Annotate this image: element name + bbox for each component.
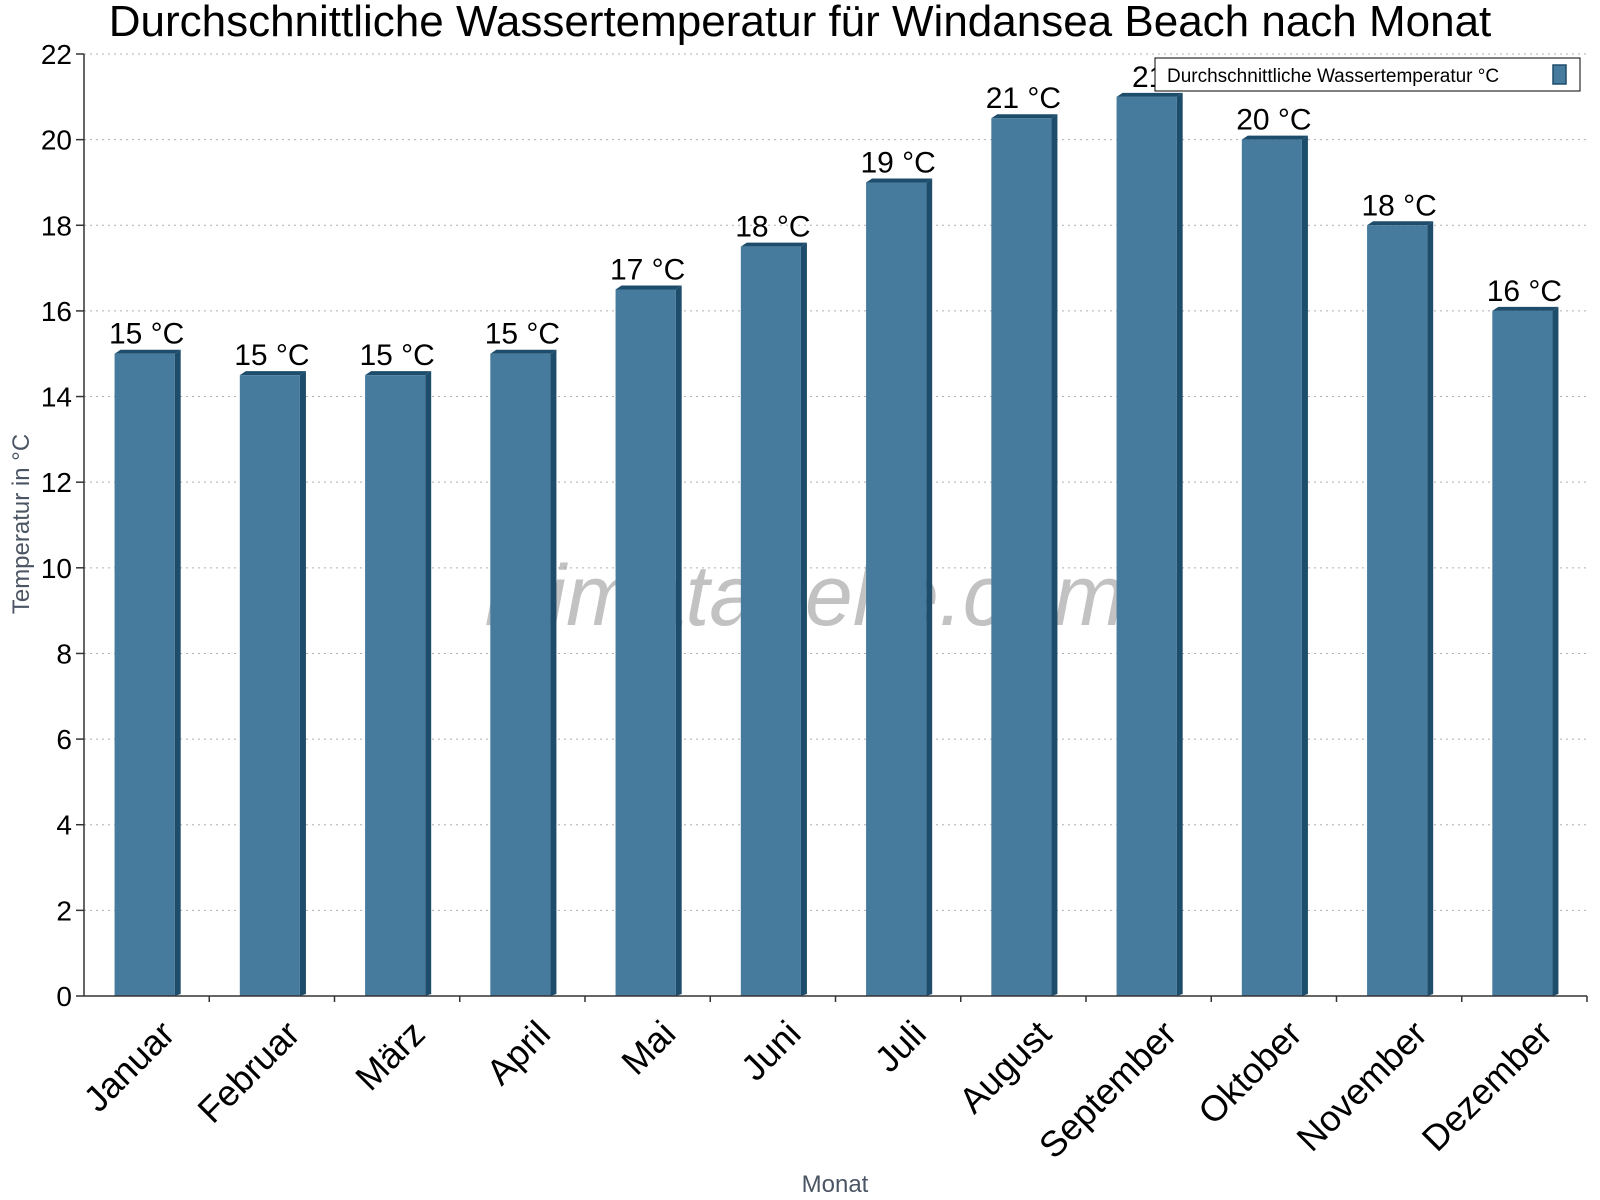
- data-label: 19 °C: [860, 146, 935, 179]
- bar-top: [1492, 306, 1559, 311]
- bar-side: [425, 371, 432, 996]
- bar-top: [1367, 221, 1434, 226]
- data-label: 18 °C: [1361, 189, 1436, 222]
- bar: [1367, 221, 1434, 997]
- data-label: 16 °C: [1487, 275, 1562, 308]
- bar-side: [299, 371, 306, 996]
- y-tick-label: 10: [41, 553, 72, 584]
- chart-title: Durchschnittliche Wassertemperatur für W…: [109, 0, 1492, 46]
- bar-front: [490, 353, 551, 996]
- y-tick-label: 6: [56, 724, 72, 755]
- x-tick-label: Februar: [189, 1013, 307, 1131]
- bar-front: [866, 182, 927, 997]
- data-label: 15 °C: [359, 339, 434, 372]
- x-tick-label: August: [951, 1013, 1059, 1121]
- bar-top: [740, 242, 807, 247]
- x-tick-label: Juni: [733, 1013, 809, 1089]
- bar-side: [1552, 306, 1559, 997]
- data-label: 15 °C: [234, 339, 309, 372]
- legend: Durchschnittliche Wassertemperatur °C: [1154, 57, 1581, 92]
- bar-top: [1116, 92, 1183, 97]
- x-tick-label: Mai: [613, 1013, 683, 1083]
- x-tick-label: Oktober: [1190, 1013, 1310, 1133]
- bar-top: [365, 371, 432, 376]
- grid-lines: [84, 53, 1587, 911]
- bar-front: [991, 118, 1052, 996]
- y-ticks: 0 2 4 6 8 10 12 14 16 18 20 22: [41, 39, 84, 1012]
- bar-front: [1116, 96, 1177, 997]
- bar: [615, 285, 682, 996]
- x-tick-label: November: [1288, 1013, 1434, 1159]
- x-tick-label: Januar: [75, 1013, 182, 1120]
- x-tick-label: März: [347, 1013, 433, 1099]
- bars: [114, 92, 1559, 997]
- bar-front: [1241, 139, 1302, 997]
- data-label: 20 °C: [1236, 104, 1311, 137]
- x-axis-label: Monat: [802, 1171, 869, 1198]
- y-axis-label: Temperatur in °C: [8, 434, 35, 614]
- bar-front: [1492, 310, 1553, 997]
- data-label: 18 °C: [735, 211, 810, 244]
- bar-top: [490, 349, 557, 354]
- x-tick-label: Dezember: [1414, 1013, 1560, 1159]
- data-label: 15 °C: [485, 318, 560, 351]
- bar-side: [1176, 92, 1183, 997]
- bar: [239, 371, 306, 996]
- bar: [991, 114, 1058, 996]
- y-tick-label: 20: [41, 125, 72, 156]
- y-tick-label: 0: [56, 981, 72, 1012]
- bar-side: [174, 349, 181, 996]
- bar: [490, 349, 557, 996]
- bar-top: [866, 178, 933, 183]
- bar-top: [991, 114, 1058, 119]
- y-tick-label: 16: [41, 296, 72, 327]
- y-tick-label: 22: [41, 39, 72, 70]
- bar-top: [239, 371, 306, 376]
- bar-top: [615, 285, 682, 290]
- x-tick-label: April: [478, 1013, 558, 1093]
- x-tick-label: Juli: [867, 1013, 934, 1080]
- data-label: 21 °C: [986, 82, 1061, 115]
- legend-swatch: [1552, 64, 1567, 85]
- bar-front: [615, 289, 676, 996]
- bar-side: [550, 349, 557, 996]
- bar: [740, 242, 807, 996]
- bar: [365, 371, 432, 996]
- data-label: 17 °C: [610, 254, 685, 287]
- data-label: 15 °C: [109, 318, 184, 351]
- y-tick-label: 8: [56, 638, 72, 669]
- bar-side: [675, 285, 682, 996]
- y-tick-label: 4: [56, 810, 72, 841]
- y-tick-label: 2: [56, 895, 72, 926]
- bar-side: [1301, 135, 1308, 997]
- bar: [866, 178, 933, 997]
- bar-front: [239, 375, 300, 996]
- bar-top: [114, 349, 181, 354]
- x-ticks: Januar Februar März April Mai Juni Juli AugustS…: [75, 996, 1588, 1167]
- x-tick-label: September: [1031, 1013, 1185, 1167]
- bar: [1116, 92, 1183, 997]
- legend-box: [1154, 57, 1581, 92]
- bar: [1492, 306, 1559, 997]
- bar-top: [1241, 135, 1308, 140]
- y-tick-label: 14: [41, 382, 72, 413]
- bar-front: [1367, 225, 1428, 997]
- bar: [1241, 135, 1308, 997]
- bar-side: [800, 242, 807, 996]
- bar-side: [926, 178, 933, 997]
- bar: [114, 349, 181, 996]
- y-tick-label: 18: [41, 210, 72, 241]
- bar-side: [1051, 114, 1058, 996]
- data-labels: 15 °C 15 °C 15 °C 15 °C 17 °C 18 °C 19 °C 21 °C…: [109, 61, 1562, 372]
- y-tick-label: 12: [41, 467, 72, 498]
- bar-front: [114, 353, 175, 996]
- bar-side: [1427, 221, 1434, 997]
- legend-label: Durchschnittliche Wassertemperatur °C: [1167, 66, 1499, 87]
- bar-front: [740, 246, 801, 996]
- bar-front: [365, 375, 426, 996]
